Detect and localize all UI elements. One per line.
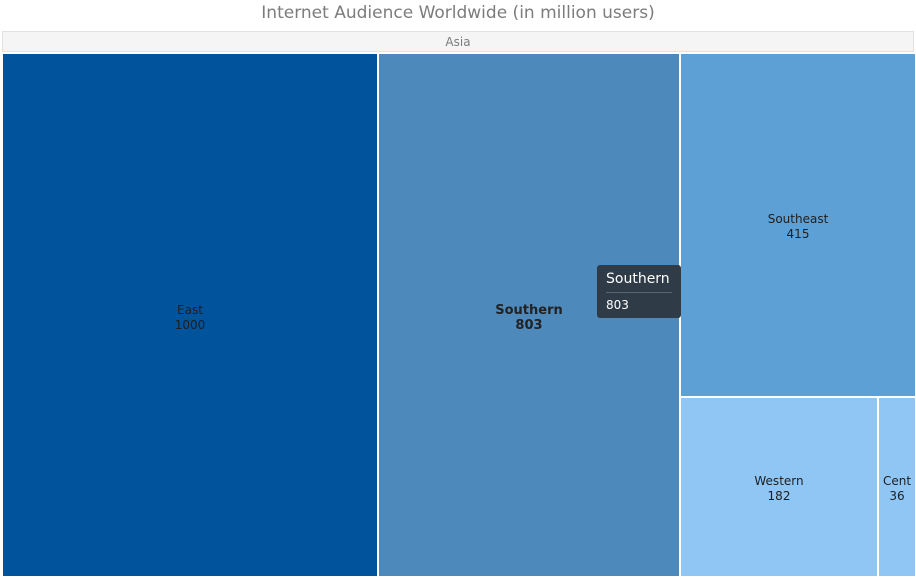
chart-title: Internet Audience Worldwide (in million … — [261, 3, 655, 23]
tile-label: Southeast 415 — [681, 212, 915, 242]
tooltip: Southern 803 — [597, 265, 681, 318]
tile-name: Southern — [495, 303, 563, 318]
tile-value: 803 — [515, 318, 543, 333]
treemap-tile-cent[interactable]: Cent 36 — [878, 397, 916, 577]
tooltip-value: 803 — [606, 298, 629, 312]
tile-name: Southeast — [767, 212, 829, 226]
tile-label: East 1000 — [3, 303, 377, 333]
treemap-tile-east[interactable]: East 1000 — [2, 53, 378, 577]
tile-label: Southern 803 — [379, 303, 679, 333]
tile-value: 182 — [767, 489, 791, 503]
tooltip-divider — [606, 292, 672, 293]
tile-value: 415 — [786, 227, 810, 241]
treemap-tile-western[interactable]: Western 182 — [680, 397, 878, 577]
tile-name: Cent — [882, 474, 912, 488]
treemap-tile-southeast[interactable]: Southeast 415 — [680, 53, 916, 397]
treemap-header-asia[interactable]: Asia — [2, 31, 914, 52]
tooltip-title: Southern — [606, 271, 670, 287]
tile-label: Western 182 — [681, 474, 877, 504]
tile-value: 36 — [889, 489, 905, 503]
tile-label: Cent 36 — [879, 474, 915, 504]
tile-name: East — [177, 303, 203, 317]
tile-name: Western — [754, 474, 804, 488]
tile-value: 1000 — [174, 318, 206, 332]
